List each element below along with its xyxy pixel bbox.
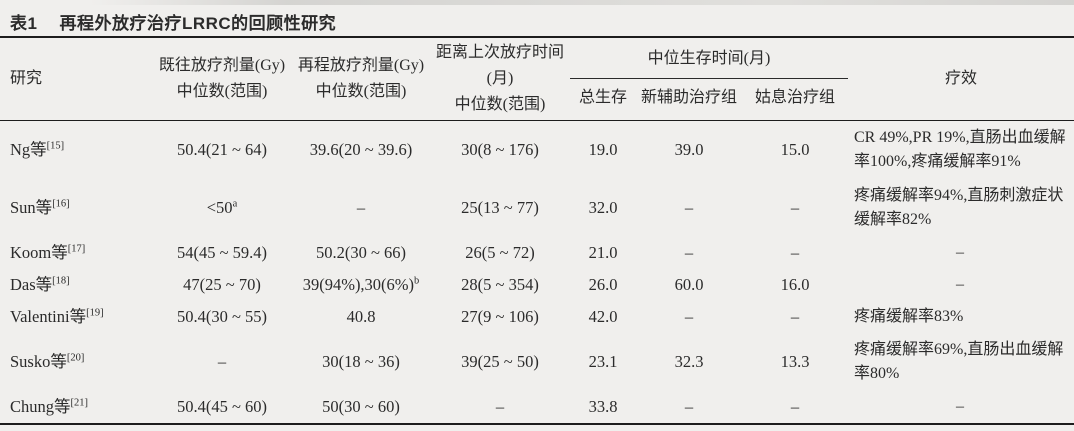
cell-study: Valentini等[19] xyxy=(10,307,104,326)
cell-neoadjuvant: 39.0 xyxy=(674,140,704,159)
header-prev-dose-group: 既往放疗剂量(Gy) xyxy=(158,57,286,74)
cell-efficacy: CR 49%,PR 19%,直肠出血缓解率100%,疼痛缓解率91% xyxy=(854,129,1066,170)
cell-overall-survival: 23.1 xyxy=(588,352,618,371)
table-number: 表1 xyxy=(10,14,38,33)
cell-re-dose: 30(18 ~ 36) xyxy=(322,352,400,371)
cell-study: Chung等[21] xyxy=(10,397,89,416)
cell-overall-survival: 33.8 xyxy=(588,397,618,416)
cell-palliative: 15.0 xyxy=(780,140,810,159)
cell-prev-dose: 47(25 ~ 70) xyxy=(183,275,261,294)
table-row: Susko等[20] – 30(18 ~ 36) 39(25 ~ 50) 23.1 32.… xyxy=(0,333,1074,391)
cell-efficacy: – xyxy=(956,276,964,293)
cell-re-dose: 39.6(20 ~ 39.6) xyxy=(309,140,413,159)
cell-interval: – xyxy=(495,397,505,416)
header-overall-survival: 总生存 xyxy=(578,89,627,107)
cell-overall-survival: 42.0 xyxy=(588,307,618,326)
cell-palliative: – xyxy=(790,307,800,326)
header-neoadjuvant: 新辅助治疗组 xyxy=(640,89,737,107)
cell-overall-survival: 19.0 xyxy=(588,140,618,159)
cell-efficacy: – xyxy=(956,398,964,415)
header-palliative: 姑息治疗组 xyxy=(754,89,835,107)
table-row: Koom等[17] 54(45 ~ 59.4) 50.2(30 ~ 66) 26(5 … xyxy=(0,237,1074,269)
table-row: Das等[18] 47(25 ~ 70) 39(94%),30(6%)b 28(5 ~… xyxy=(0,269,1074,301)
table-header: 研究 既往放疗剂量(Gy) 中位数(范围) 再程放疗剂量(Gy) 中位数(范围)… xyxy=(0,38,1074,121)
cell-re-dose: – xyxy=(356,198,366,217)
header-re-dose-sub: 中位数(范围) xyxy=(315,83,407,100)
cell-neoadjuvant: – xyxy=(684,198,694,217)
cell-study: Susko等[20] xyxy=(10,352,85,371)
cell-palliative: – xyxy=(790,397,800,416)
table-title: 表1 再程外放疗治疗LRRC的回顾性研究 xyxy=(0,0,1074,38)
cell-prev-dose: 50.4(45 ~ 60) xyxy=(176,397,268,416)
cell-overall-survival: 32.0 xyxy=(588,198,618,217)
cell-efficacy: 疼痛缓解率83% xyxy=(854,308,964,325)
header-interval-group: 距离上次放疗时间(月) xyxy=(435,44,564,87)
cell-prev-dose: <50a xyxy=(206,198,238,217)
cell-efficacy: 疼痛缓解率69%,直肠出血缓解率80% xyxy=(854,341,1064,382)
table-title-text: 再程外放疗治疗LRRC的回顾性研究 xyxy=(59,14,337,33)
header-study: 研究 xyxy=(10,70,43,87)
cell-study: Das等[18] xyxy=(10,275,70,294)
cell-neoadjuvant: – xyxy=(684,243,694,262)
cell-efficacy: 疼痛缓解率94%,直肠刺激症状缓解率82% xyxy=(854,187,1064,228)
cell-re-dose: 50(30 ~ 60) xyxy=(322,397,400,416)
cell-prev-dose: 50.4(30 ~ 55) xyxy=(176,307,268,326)
cell-palliative: 13.3 xyxy=(780,352,810,371)
cell-prev-dose: 54(45 ~ 59.4) xyxy=(176,243,268,262)
table-row: Ng等[15] 50.4(21 ~ 64) 39.6(20 ~ 39.6) 30(8 … xyxy=(0,121,1074,180)
cell-neoadjuvant: – xyxy=(684,397,694,416)
cell-palliative: 16.0 xyxy=(780,275,810,294)
cell-palliative: – xyxy=(790,243,800,262)
cell-re-dose: 50.2(30 ~ 66) xyxy=(315,243,407,262)
study-table: 研究 既往放疗剂量(Gy) 中位数(范围) 再程放疗剂量(Gy) 中位数(范围)… xyxy=(0,38,1074,425)
cell-interval: 28(5 ~ 354) xyxy=(461,275,539,294)
cell-neoadjuvant: 32.3 xyxy=(674,352,704,371)
header-interval-sub: 中位数(范围) xyxy=(454,96,546,113)
table-row: Sun等[16] <50a – 25(13 ~ 77) 32.0 – – 疼痛缓解率94%,直… xyxy=(0,179,1074,237)
header-interval: 距离上次放疗时间(月) 中位数(范围) xyxy=(430,38,570,121)
table-row: Chung等[21] 50.4(45 ~ 60) 50(30 ~ 60) – 33.8 –… xyxy=(0,391,1074,424)
cell-study: Ng等[15] xyxy=(10,140,65,159)
cell-study: Sun等[16] xyxy=(10,198,70,217)
table-body: Ng等[15] 50.4(21 ~ 64) 39.6(20 ~ 39.6) 30(8 … xyxy=(0,121,1074,425)
cell-interval: 39(25 ~ 50) xyxy=(461,352,539,371)
cell-overall-survival: 21.0 xyxy=(588,243,618,262)
header-survival-group: 中位生存时间(月) xyxy=(570,38,848,79)
header-efficacy: 疗效 xyxy=(944,70,977,87)
footnote: a:未在原文中报道;b:Gy(患者所占百分比);CR:完全缓解;PR:部分缓解 xyxy=(0,425,1074,431)
cell-interval: 26(5 ~ 72) xyxy=(465,243,535,262)
cell-prev-dose: – xyxy=(217,352,227,371)
header-prev-dose-sub: 中位数(范围) xyxy=(176,83,268,100)
table-row: Valentini等[19] 50.4(30 ~ 55) 40.8 27(9 ~ 10… xyxy=(0,301,1074,333)
cell-study: Koom等[17] xyxy=(10,243,86,262)
cell-efficacy: – xyxy=(956,244,964,261)
cell-interval: 27(9 ~ 106) xyxy=(461,307,539,326)
header-prev-dose: 既往放疗剂量(Gy) 中位数(范围) xyxy=(152,38,292,121)
cell-palliative: – xyxy=(790,198,800,217)
header-re-dose: 再程放疗剂量(Gy) 中位数(范围) xyxy=(292,38,430,121)
header-re-dose-group: 再程放疗剂量(Gy) xyxy=(297,57,425,74)
cell-re-dose: 40.8 xyxy=(346,307,376,326)
cell-neoadjuvant: 60.0 xyxy=(674,275,704,294)
cell-overall-survival: 26.0 xyxy=(588,275,618,294)
cell-neoadjuvant: – xyxy=(684,307,694,326)
cell-prev-dose: 50.4(21 ~ 64) xyxy=(176,140,268,159)
cell-interval: 25(13 ~ 77) xyxy=(461,198,539,217)
cell-re-dose: 39(94%),30(6%)b xyxy=(302,275,420,294)
cell-interval: 30(8 ~ 176) xyxy=(461,140,539,159)
